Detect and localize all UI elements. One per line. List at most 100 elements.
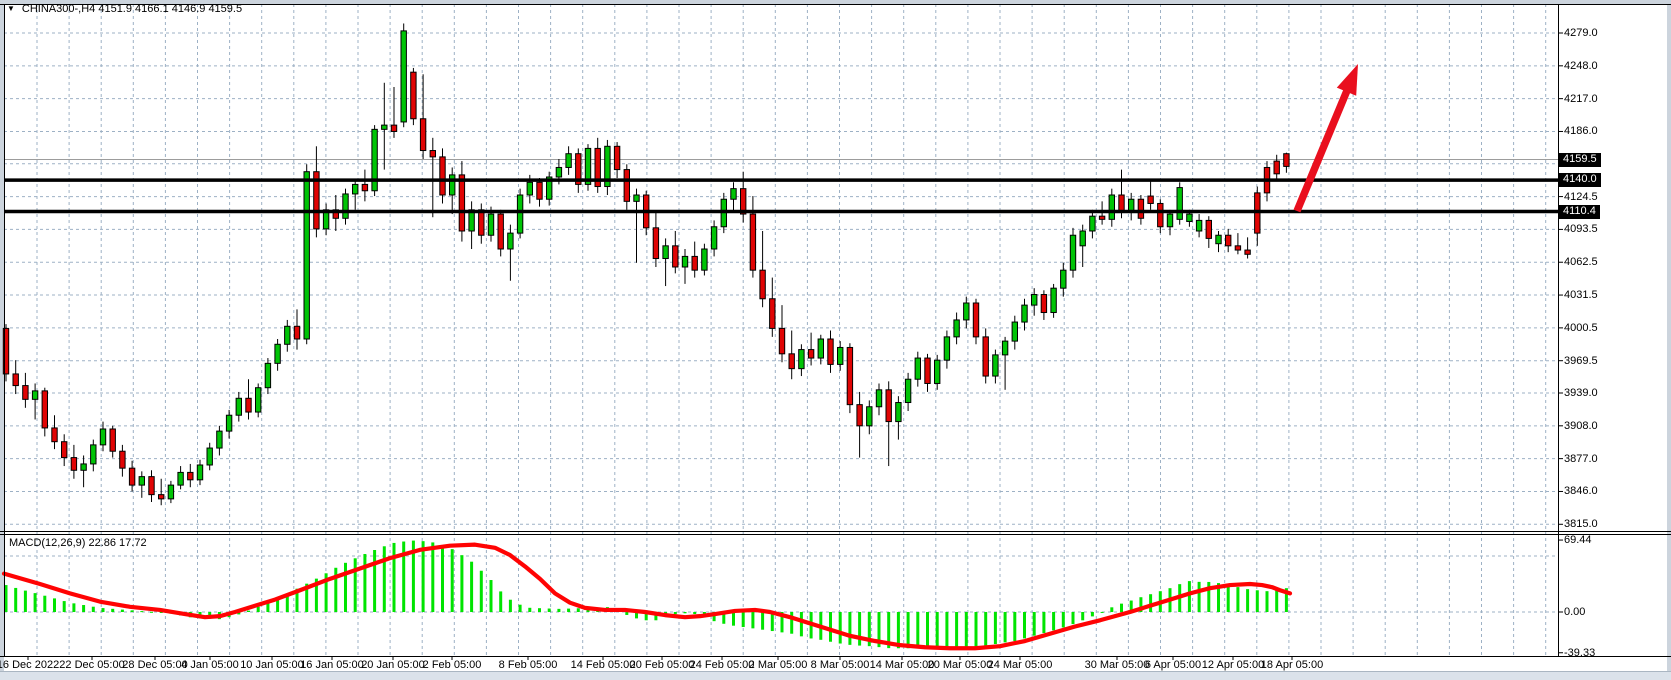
macd-histogram-bar — [43, 595, 47, 612]
macd-signal-line — [1, 542, 1293, 651]
macd-histogram-bar — [489, 580, 493, 612]
macd-histogram-bar — [1090, 612, 1094, 617]
macd-histogram-bar — [441, 545, 444, 612]
candle-up — [1089, 215, 1096, 232]
macd-histogram-bar — [305, 583, 309, 612]
macd-histogram-bar — [479, 570, 483, 612]
candle-down — [61, 441, 68, 459]
price-axis-label: 3939.0 — [1564, 386, 1598, 399]
price-axis-label: 4000.5 — [1564, 321, 1598, 334]
candle-down — [1040, 294, 1048, 314]
time-axis-label: 22 Dec 05:00 — [59, 659, 125, 671]
macd-histogram-bar — [247, 610, 250, 612]
candle-up — [1176, 187, 1183, 220]
candle-down — [1118, 194, 1125, 213]
candle-up — [546, 176, 553, 200]
macd-histogram-bar — [722, 612, 726, 624]
macd-histogram-bar — [1207, 581, 1211, 612]
candle-down — [856, 404, 863, 427]
candle-up — [303, 171, 310, 340]
symbol-dropdown-icon[interactable]: ▼ — [7, 4, 15, 13]
candle-down — [51, 427, 58, 443]
macd-histogram-bar — [1236, 587, 1240, 612]
candle-down — [2, 327, 10, 375]
candle-up — [1031, 294, 1038, 306]
macd-histogram-bar — [1139, 597, 1143, 612]
macd-histogram-bar — [1013, 612, 1017, 642]
candle-up — [400, 30, 407, 123]
price-axis-label: 4217.0 — [1564, 92, 1598, 105]
candle-down — [361, 183, 369, 192]
candle-up — [904, 378, 912, 404]
candle-down — [458, 174, 466, 232]
macd-histogram-bar — [363, 554, 367, 612]
candle-down — [885, 389, 892, 423]
macd-histogram-bar — [344, 562, 347, 612]
macd-histogram-bar — [33, 593, 37, 612]
price-axis-label: 3815.0 — [1564, 518, 1598, 531]
candle-down — [245, 397, 252, 413]
candle-down — [128, 467, 136, 486]
macd-histogram-bar — [751, 612, 755, 629]
candle-up — [895, 402, 902, 423]
candle-up — [1001, 340, 1009, 356]
macd-histogram-bar — [4, 585, 8, 612]
macd-histogram-bar — [373, 550, 377, 612]
time-axis-label: 12 Apr 05:00 — [1201, 659, 1265, 671]
candle-down — [778, 327, 786, 355]
macd-histogram-bar — [1023, 612, 1026, 639]
candle-down — [187, 471, 194, 481]
macd-histogram-bar — [285, 593, 289, 612]
candle-up — [963, 302, 970, 321]
macd-histogram-bar — [450, 549, 454, 612]
macd-histogram-bar — [693, 612, 697, 615]
macd-histogram-bar — [945, 612, 949, 649]
macd-histogram-bar — [780, 612, 784, 633]
candle-up — [710, 226, 718, 250]
macd-histogram-bar — [955, 612, 959, 648]
time-axis-label: 14 Feb 05:00 — [570, 659, 636, 671]
macd-indicator-label: MACD(12,26,9) 22.86 17.72 — [9, 537, 147, 549]
macd-histogram-bar — [683, 612, 687, 614]
macd-histogram-bar — [1149, 594, 1153, 612]
macd-histogram-bar — [295, 588, 299, 612]
macd-histogram-bar — [654, 612, 658, 621]
time-axis-label: 28 Dec 05:00 — [122, 659, 188, 671]
macd-histogram-bar — [392, 542, 396, 612]
candle-up — [681, 255, 689, 268]
macd-histogram-bar — [72, 603, 76, 612]
macd-histogram-bar — [1226, 585, 1230, 612]
macd-histogram-bar — [974, 612, 978, 647]
candle-down — [769, 298, 776, 329]
candle-up — [953, 319, 960, 338]
macd-histogram-bar — [644, 612, 648, 621]
macd-histogram-bar — [1275, 590, 1279, 612]
candle-down — [613, 145, 621, 171]
candle-up — [1195, 219, 1203, 232]
candle-up — [943, 336, 951, 361]
candle-up — [1021, 304, 1028, 323]
time-axis-label: 2 Feb 05:00 — [422, 659, 482, 671]
candle-up — [584, 147, 592, 185]
candle-up — [1166, 213, 1174, 228]
macd-histogram-bar — [1032, 612, 1036, 636]
candle-up — [449, 174, 456, 196]
candle-up — [80, 463, 87, 471]
macd-histogram-bar — [761, 612, 765, 630]
time-axis-label: 14 Mar 05:00 — [869, 659, 935, 671]
macd-histogram-bar — [460, 555, 464, 612]
macd-histogram-bar — [635, 612, 638, 619]
candle-up — [167, 484, 175, 500]
candle-up — [255, 387, 262, 413]
macd-histogram-bar — [848, 612, 852, 645]
macd-histogram-bar — [1052, 612, 1056, 631]
candle-down — [12, 373, 19, 387]
candle-up — [875, 389, 883, 408]
time-axis-label: 16 Jan 05:00 — [300, 659, 364, 671]
price-axis-label: 4093.5 — [1564, 223, 1598, 236]
time-axis-label: 20 Mar 05:00 — [927, 659, 993, 671]
macd-histogram-bar — [130, 610, 134, 612]
macd-histogram-bar — [799, 612, 803, 637]
candle-down — [158, 494, 165, 500]
